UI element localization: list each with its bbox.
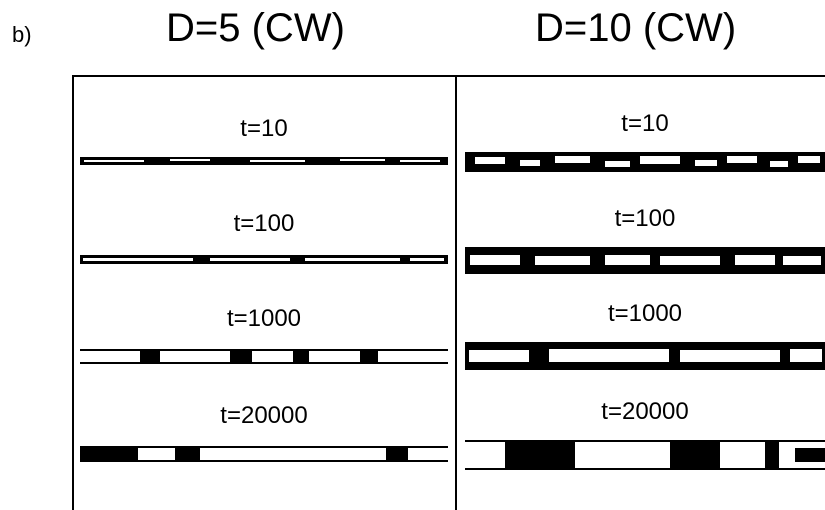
strip-d5-t1000 <box>80 349 448 364</box>
strip-d10-t100 <box>465 247 825 274</box>
time-label-d5-t10: t=10 <box>240 115 288 142</box>
time-label-d5-t20000: t=20000 <box>220 402 308 429</box>
strip-d10-t10 <box>465 152 825 172</box>
frame-left-border <box>72 75 74 510</box>
column-title-d5: D=5 (CW) <box>166 6 345 50</box>
time-label-d10-t20000: t=20000 <box>601 398 689 425</box>
strip-d10-t20000 <box>465 440 825 470</box>
panel-label: b) <box>12 22 32 47</box>
time-label-d10-t10: t=10 <box>621 110 669 137</box>
strip-d5-t100 <box>80 255 448 264</box>
column-divider <box>455 75 457 510</box>
time-label-d5-t100: t=100 <box>233 210 295 237</box>
strip-d10-t1000 <box>465 342 825 370</box>
time-label-d10-t100: t=100 <box>614 205 676 232</box>
strip-d5-t20000 <box>80 446 448 462</box>
time-label-d10-t1000: t=1000 <box>607 300 683 327</box>
strip-d5-t10 <box>80 157 448 165</box>
column-title-d10: D=10 (CW) <box>535 6 737 50</box>
time-label-d5-t1000: t=1000 <box>226 305 302 332</box>
frame-top-border <box>72 75 825 77</box>
